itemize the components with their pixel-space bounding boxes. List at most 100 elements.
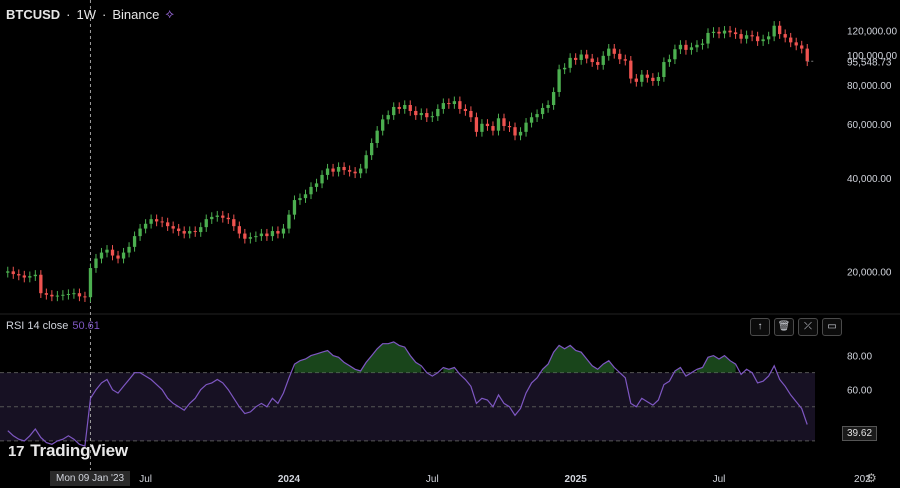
rsi-title: RSI 14 close (6, 320, 69, 332)
rsi-series (7, 341, 808, 447)
candle (447, 103, 451, 105)
candle (154, 219, 159, 222)
candle (766, 36, 771, 40)
y-tick-label: 80,000.00 (847, 81, 892, 92)
tradingview-logo[interactable]: 17 TradingView (8, 441, 128, 461)
candle-series (6, 21, 815, 302)
candle (237, 226, 241, 234)
logo-text: TradingView (30, 441, 128, 460)
candle (524, 122, 528, 132)
candle (436, 108, 440, 117)
candle (226, 217, 230, 220)
candle (381, 119, 385, 131)
y-tick-label: 40,000.00 (847, 174, 892, 185)
candle (132, 236, 137, 247)
y-tick-label: 20,000.00 (847, 267, 892, 278)
candle (585, 54, 589, 59)
candle (276, 231, 280, 234)
candle (507, 126, 512, 128)
candle (11, 271, 15, 275)
trash-icon[interactable]: 🗑 (774, 318, 794, 336)
candle (127, 246, 131, 253)
candle (540, 107, 545, 115)
candle (513, 127, 517, 136)
candle (303, 194, 308, 199)
candle (210, 216, 214, 220)
candle (744, 35, 749, 39)
candle (485, 123, 490, 127)
candle (667, 59, 672, 63)
candle (618, 53, 622, 60)
candle (28, 276, 32, 278)
interval-label[interactable]: 1W (76, 6, 97, 22)
candle (794, 42, 798, 46)
rsi-overbought-fill (697, 355, 736, 373)
symbol-header[interactable]: BTCUSD · 1W · Binance ⟡ (6, 6, 174, 22)
candle (414, 110, 418, 116)
candle (6, 271, 10, 273)
candle (17, 274, 21, 276)
candle (755, 36, 760, 42)
candle (353, 171, 357, 174)
candle (342, 166, 346, 171)
candle (452, 101, 457, 105)
header-separator: · (102, 6, 107, 22)
candle (441, 103, 445, 109)
candle (314, 183, 319, 187)
y-tick-label: 60,000.00 (847, 120, 892, 131)
maximize-icon[interactable]: ▭ (822, 318, 842, 336)
candle (358, 168, 363, 174)
candle (166, 222, 170, 227)
candle (325, 168, 330, 175)
candle (182, 231, 186, 234)
candle (529, 117, 534, 123)
candle (22, 275, 26, 278)
candle (243, 233, 247, 239)
candle (789, 37, 793, 43)
x-tick-label: 202 (854, 474, 871, 485)
candle (601, 55, 605, 65)
candle (347, 170, 352, 172)
candle (72, 293, 76, 295)
candle (739, 34, 743, 39)
candle (215, 215, 219, 217)
candle (364, 155, 368, 169)
candle (403, 105, 407, 109)
candle (733, 32, 738, 35)
gear-icon[interactable]: ⚙ (866, 471, 877, 485)
collapse-icon[interactable]: ⤫ (798, 318, 818, 336)
candle (33, 274, 37, 277)
x-tick-label: Jul (139, 474, 152, 485)
candle (706, 32, 710, 44)
candle (287, 214, 291, 229)
candle (188, 231, 192, 234)
candle (596, 62, 600, 65)
chart-panes (0, 0, 900, 470)
candle (546, 105, 550, 108)
candle (39, 274, 43, 294)
y-tick-label: 120,000.00 (847, 27, 897, 38)
exchange-label: Binance (112, 6, 160, 22)
candle (430, 116, 434, 118)
logo-mark: 17 (8, 442, 25, 460)
arrow-up-icon[interactable]: ↑ (750, 318, 770, 336)
candle (392, 106, 396, 116)
candle (55, 295, 60, 297)
candle (138, 228, 142, 237)
rsi-overbought-fill (542, 345, 615, 373)
candle (518, 131, 523, 136)
rsi-legend[interactable]: RSI 14 close 50.61 (6, 320, 100, 332)
candle (772, 25, 776, 37)
candle (458, 101, 462, 109)
candle (800, 45, 804, 49)
symbol-name[interactable]: BTCUSD (6, 6, 61, 22)
candle (684, 44, 688, 50)
candle (386, 115, 390, 120)
rsi-y-tick-label: 80.00 (847, 352, 872, 363)
x-tick-label: Jul (426, 474, 439, 485)
candle (673, 49, 677, 60)
candle (177, 228, 181, 232)
indicator-icon[interactable]: ⟡ (165, 6, 174, 21)
candle (805, 48, 809, 62)
